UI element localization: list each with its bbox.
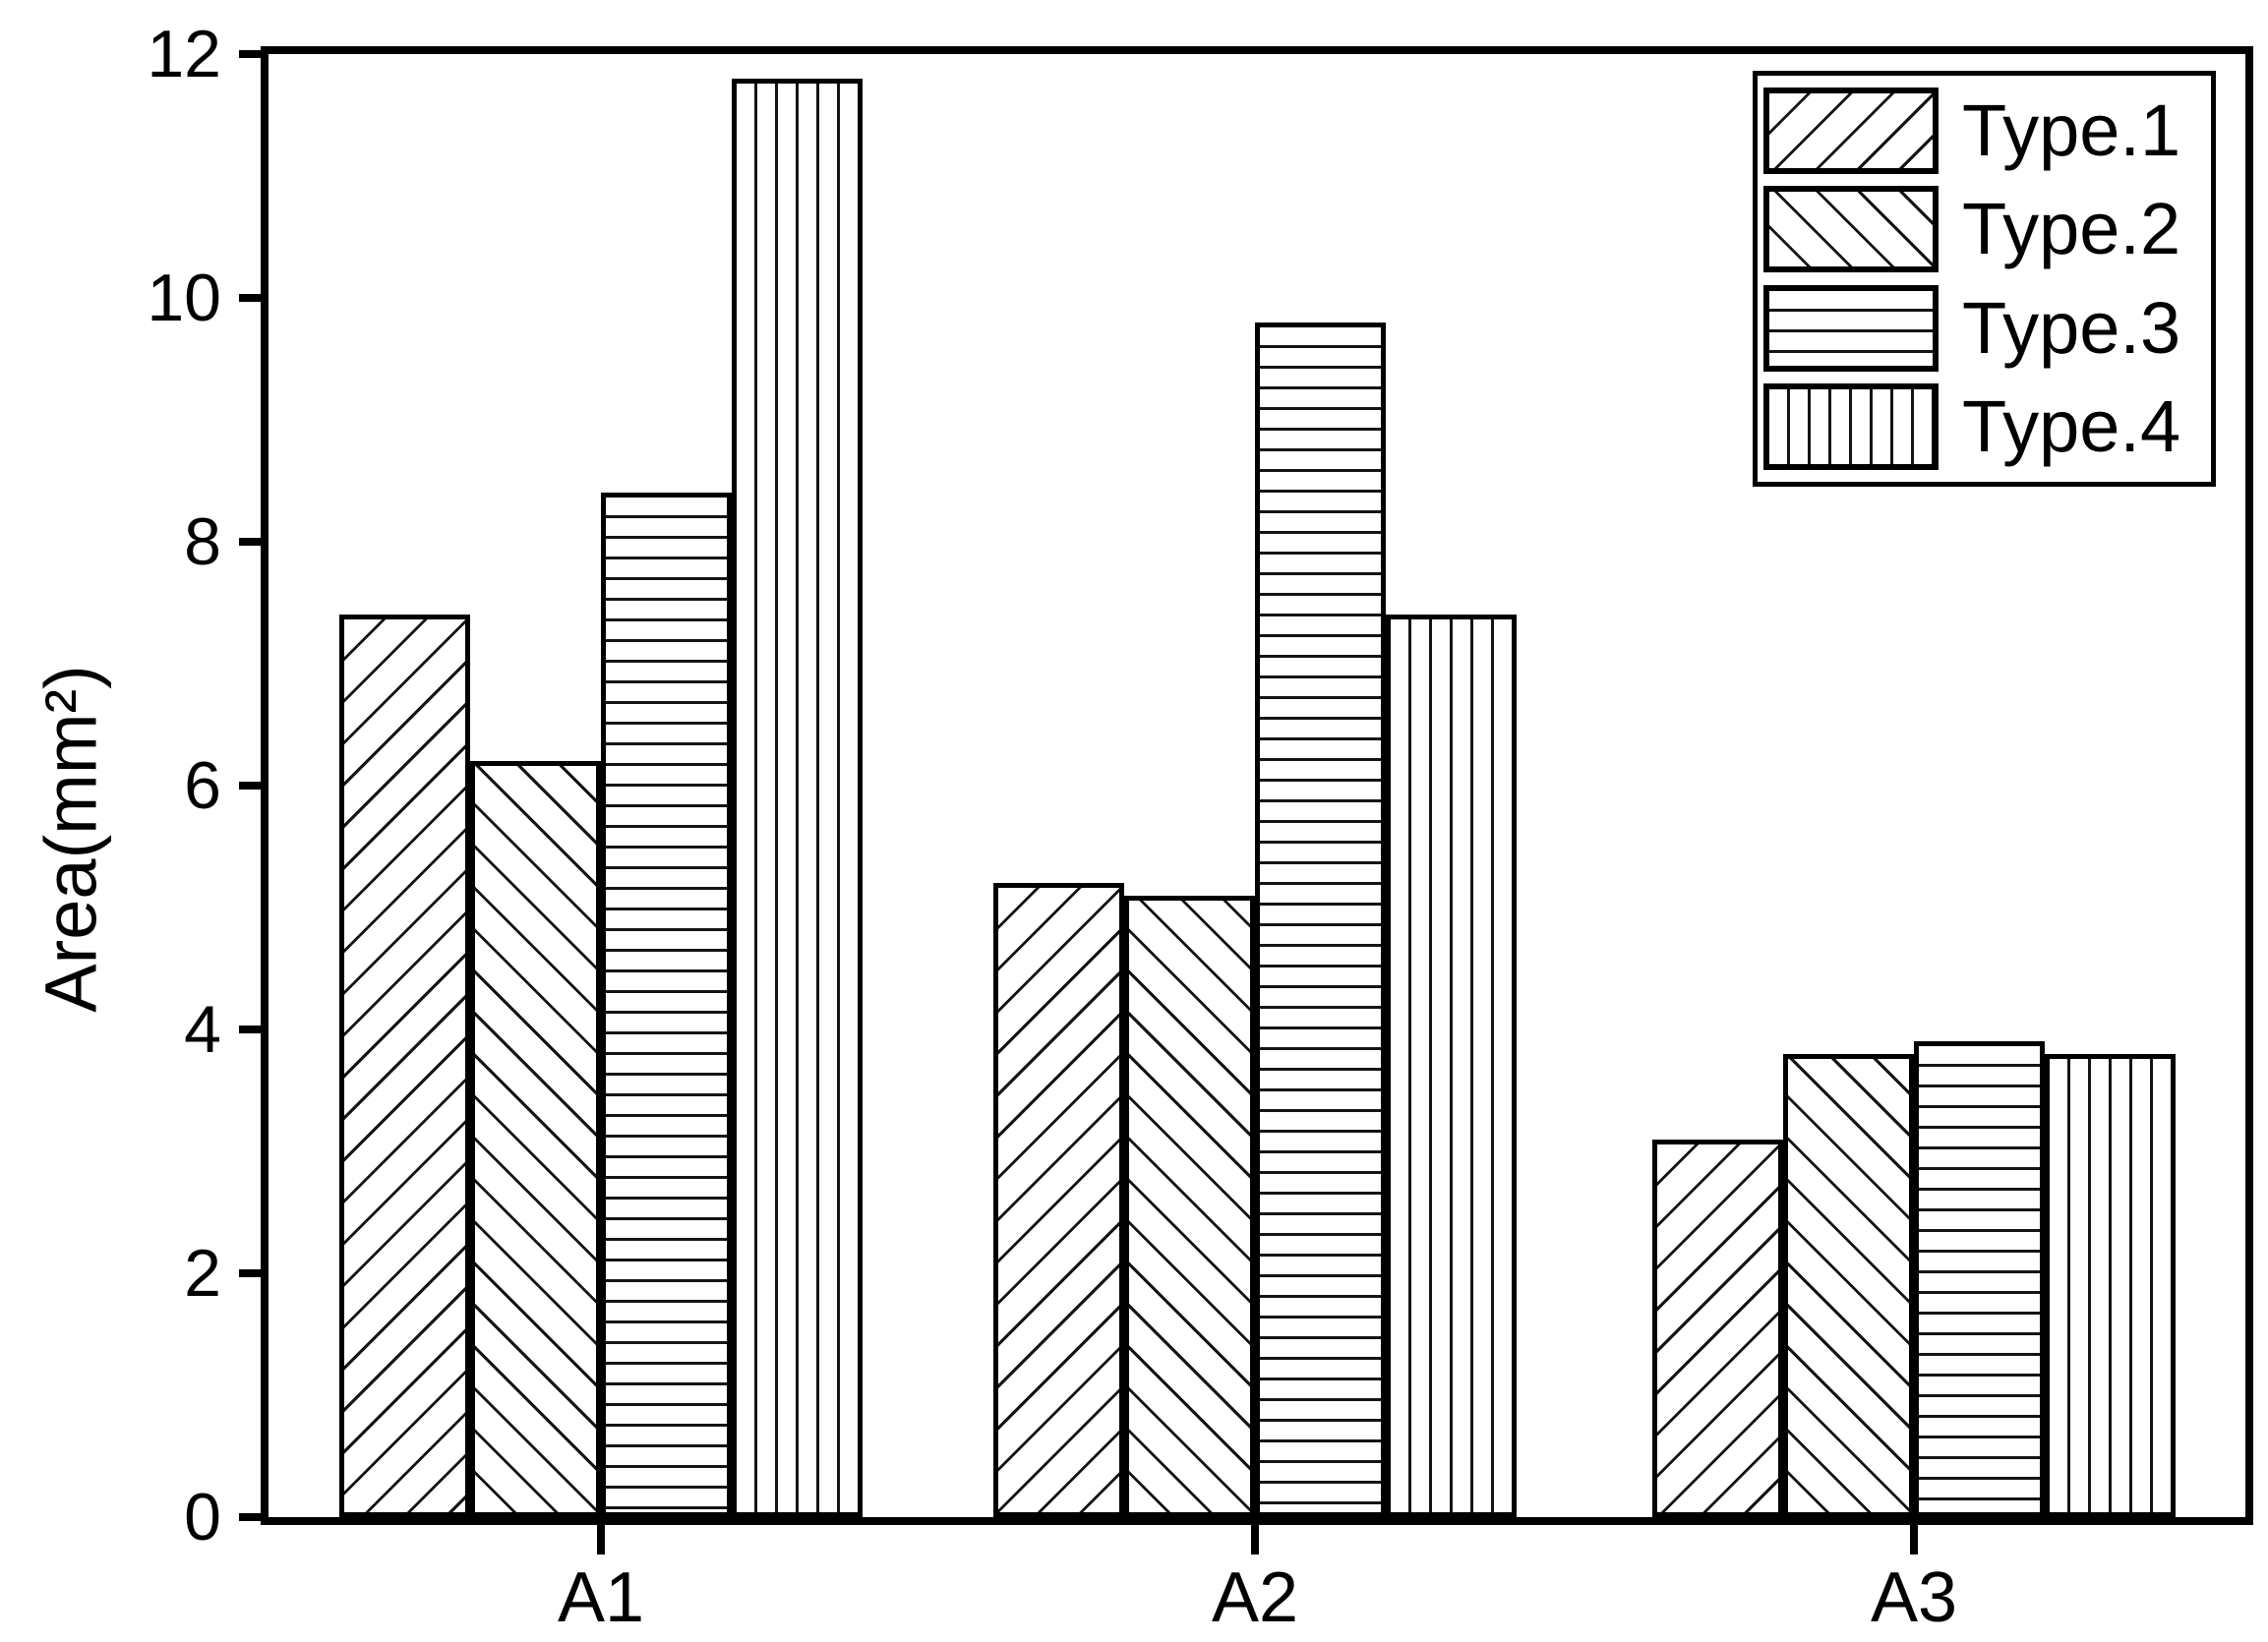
legend-swatch-diagonal-forward [1763, 88, 1939, 175]
legend-label: Type.2 [1962, 188, 2181, 270]
bar-type3-a1 [601, 493, 732, 1517]
bar-type1-a2 [993, 883, 1124, 1517]
y-axis-tick [239, 294, 269, 302]
bar-type2-a2 [1124, 896, 1255, 1517]
y-axis-tick-label: 0 [184, 1480, 221, 1554]
y-axis-tick [239, 782, 269, 790]
y-axis-tick-label: 8 [184, 504, 221, 579]
legend-row: Type.4 [1763, 382, 2211, 470]
x-axis-category-label: A1 [557, 1558, 645, 1637]
legend-label: Type.4 [1962, 384, 2181, 467]
bar-type3-a3 [1914, 1041, 2045, 1517]
y-axis-tick [239, 538, 269, 546]
legend-row: Type.1 [1763, 88, 2211, 175]
bar-type3-a2 [1255, 323, 1386, 1517]
y-axis-tick [239, 1513, 269, 1521]
y-axis-title: Area(mm²) [30, 665, 112, 1013]
bar-type4-a1 [732, 79, 863, 1517]
y-axis-tick [239, 1026, 269, 1033]
bar-type1-a1 [339, 615, 470, 1517]
legend-swatch-vertical-lines [1763, 382, 1939, 470]
y-axis-tick-label: 6 [184, 748, 221, 823]
legend-swatch-diagonal-backward [1763, 186, 1939, 273]
x-axis-tick [1910, 1525, 1918, 1554]
bar-type1-a3 [1652, 1140, 1783, 1517]
legend-label: Type.1 [1962, 89, 2181, 172]
y-axis-tick-label: 10 [147, 261, 221, 335]
legend-row: Type.2 [1763, 186, 2211, 273]
y-axis-tick-label: 12 [147, 17, 221, 91]
legend-label: Type.3 [1962, 286, 2181, 369]
bar-type2-a1 [470, 761, 601, 1517]
legend-swatch-horizontal-lines [1763, 284, 1939, 372]
bar-type4-a3 [2045, 1054, 2176, 1517]
legend: Type.1 Type.2 Type.3 Type.4 [1753, 71, 2216, 487]
x-axis-tick [597, 1525, 605, 1554]
y-axis-tick [239, 50, 269, 58]
x-axis-category-label: A2 [1211, 1558, 1299, 1637]
bar-type4-a2 [1386, 615, 1517, 1517]
y-axis-tick-label: 4 [184, 992, 221, 1067]
legend-row: Type.3 [1763, 284, 2211, 372]
x-axis-category-label: A3 [1870, 1558, 1958, 1637]
x-axis-tick [1251, 1525, 1259, 1554]
y-axis-tick [239, 1269, 269, 1277]
bar-type2-a3 [1783, 1054, 1914, 1517]
y-axis-tick-label: 2 [184, 1236, 221, 1311]
